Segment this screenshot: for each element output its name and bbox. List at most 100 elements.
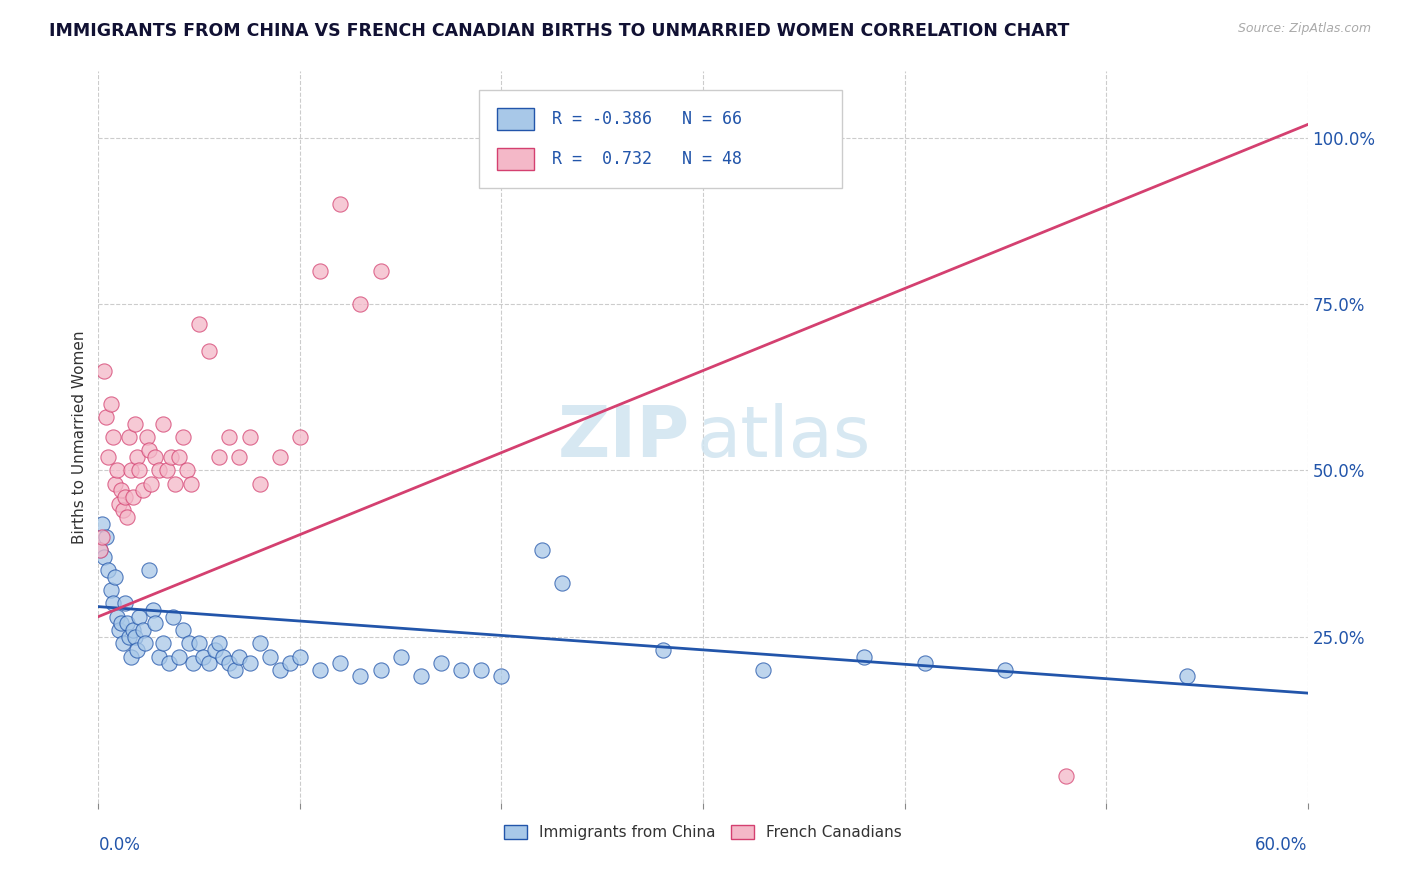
Point <box>107 623 129 637</box>
Point <box>121 490 143 504</box>
Point <box>111 503 134 517</box>
Point <box>124 417 146 431</box>
Point <box>430 656 453 670</box>
Point <box>349 297 371 311</box>
Point <box>249 476 271 491</box>
Point <box>97 563 120 577</box>
Text: 60.0%: 60.0% <box>1256 836 1308 854</box>
Point <box>450 663 472 677</box>
Point <box>96 530 118 544</box>
Point <box>530 543 553 558</box>
Point <box>269 663 291 677</box>
Point <box>134 636 156 650</box>
Point <box>278 656 301 670</box>
Point <box>125 450 148 464</box>
Point <box>994 663 1017 677</box>
Y-axis label: Births to Unmarried Women: Births to Unmarried Women <box>72 330 87 544</box>
Point <box>198 343 221 358</box>
Point <box>853 649 876 664</box>
Point <box>198 656 221 670</box>
Point <box>329 656 352 670</box>
Point <box>120 463 142 477</box>
Point <box>114 490 136 504</box>
Point <box>172 430 194 444</box>
Point <box>228 450 250 464</box>
Point <box>138 443 160 458</box>
Point <box>329 197 352 211</box>
Point <box>179 636 201 650</box>
Point <box>218 656 240 670</box>
Text: ZIP: ZIP <box>558 402 690 472</box>
Point <box>105 609 128 624</box>
Point <box>239 656 262 670</box>
Point <box>1175 669 1198 683</box>
Point <box>224 663 246 677</box>
Point <box>249 636 271 650</box>
Point <box>97 450 120 464</box>
Text: IMMIGRANTS FROM CHINA VS FRENCH CANADIAN BIRTHS TO UNMARRIED WOMEN CORRELATION C: IMMIGRANTS FROM CHINA VS FRENCH CANADIAN… <box>49 22 1070 40</box>
Point <box>208 450 231 464</box>
Point <box>193 649 215 664</box>
Point <box>107 497 129 511</box>
Point <box>172 623 194 637</box>
Point <box>288 430 311 444</box>
Text: Source: ZipAtlas.com: Source: ZipAtlas.com <box>1237 22 1371 36</box>
Point <box>111 636 134 650</box>
Point <box>121 623 143 637</box>
Point <box>259 649 281 664</box>
Point <box>160 450 183 464</box>
Text: 0.0%: 0.0% <box>98 836 141 854</box>
Point <box>148 463 170 477</box>
Point <box>163 476 186 491</box>
Point <box>176 463 198 477</box>
Point <box>752 663 775 677</box>
Point <box>110 483 132 498</box>
Point <box>118 630 141 644</box>
Point <box>101 596 124 610</box>
Point <box>269 450 291 464</box>
Point <box>309 663 332 677</box>
Point <box>115 616 138 631</box>
Point <box>239 430 262 444</box>
Point <box>288 649 311 664</box>
Point <box>103 476 125 491</box>
Point <box>132 483 155 498</box>
Point <box>100 582 122 597</box>
Point <box>93 363 115 377</box>
Point <box>914 656 936 670</box>
Point <box>409 669 432 683</box>
Point <box>188 317 211 331</box>
Point <box>156 463 179 477</box>
Point <box>128 609 150 624</box>
Point <box>110 616 132 631</box>
Text: R =  0.732   N = 48: R = 0.732 N = 48 <box>551 150 742 168</box>
Point <box>470 663 492 677</box>
Text: R = -0.386   N = 66: R = -0.386 N = 66 <box>551 110 742 128</box>
Point <box>309 264 332 278</box>
Point <box>93 549 115 564</box>
Point <box>143 450 166 464</box>
Point <box>124 630 146 644</box>
Legend: Immigrants from China, French Canadians: Immigrants from China, French Canadians <box>498 819 908 847</box>
Point <box>143 616 166 631</box>
Point <box>389 649 412 664</box>
Point <box>152 636 174 650</box>
Point <box>103 570 125 584</box>
Point <box>180 476 202 491</box>
Point <box>89 543 111 558</box>
Point <box>152 417 174 431</box>
Point <box>651 643 673 657</box>
Point <box>162 609 184 624</box>
FancyBboxPatch shape <box>498 148 534 170</box>
Point <box>89 543 111 558</box>
Point <box>212 649 235 664</box>
Point <box>142 603 165 617</box>
Text: atlas: atlas <box>697 402 872 472</box>
Point <box>204 643 226 657</box>
Bar <box>479 89 842 188</box>
Point <box>228 649 250 664</box>
Point <box>148 649 170 664</box>
FancyBboxPatch shape <box>498 108 534 130</box>
Point <box>91 530 114 544</box>
Point <box>105 463 128 477</box>
